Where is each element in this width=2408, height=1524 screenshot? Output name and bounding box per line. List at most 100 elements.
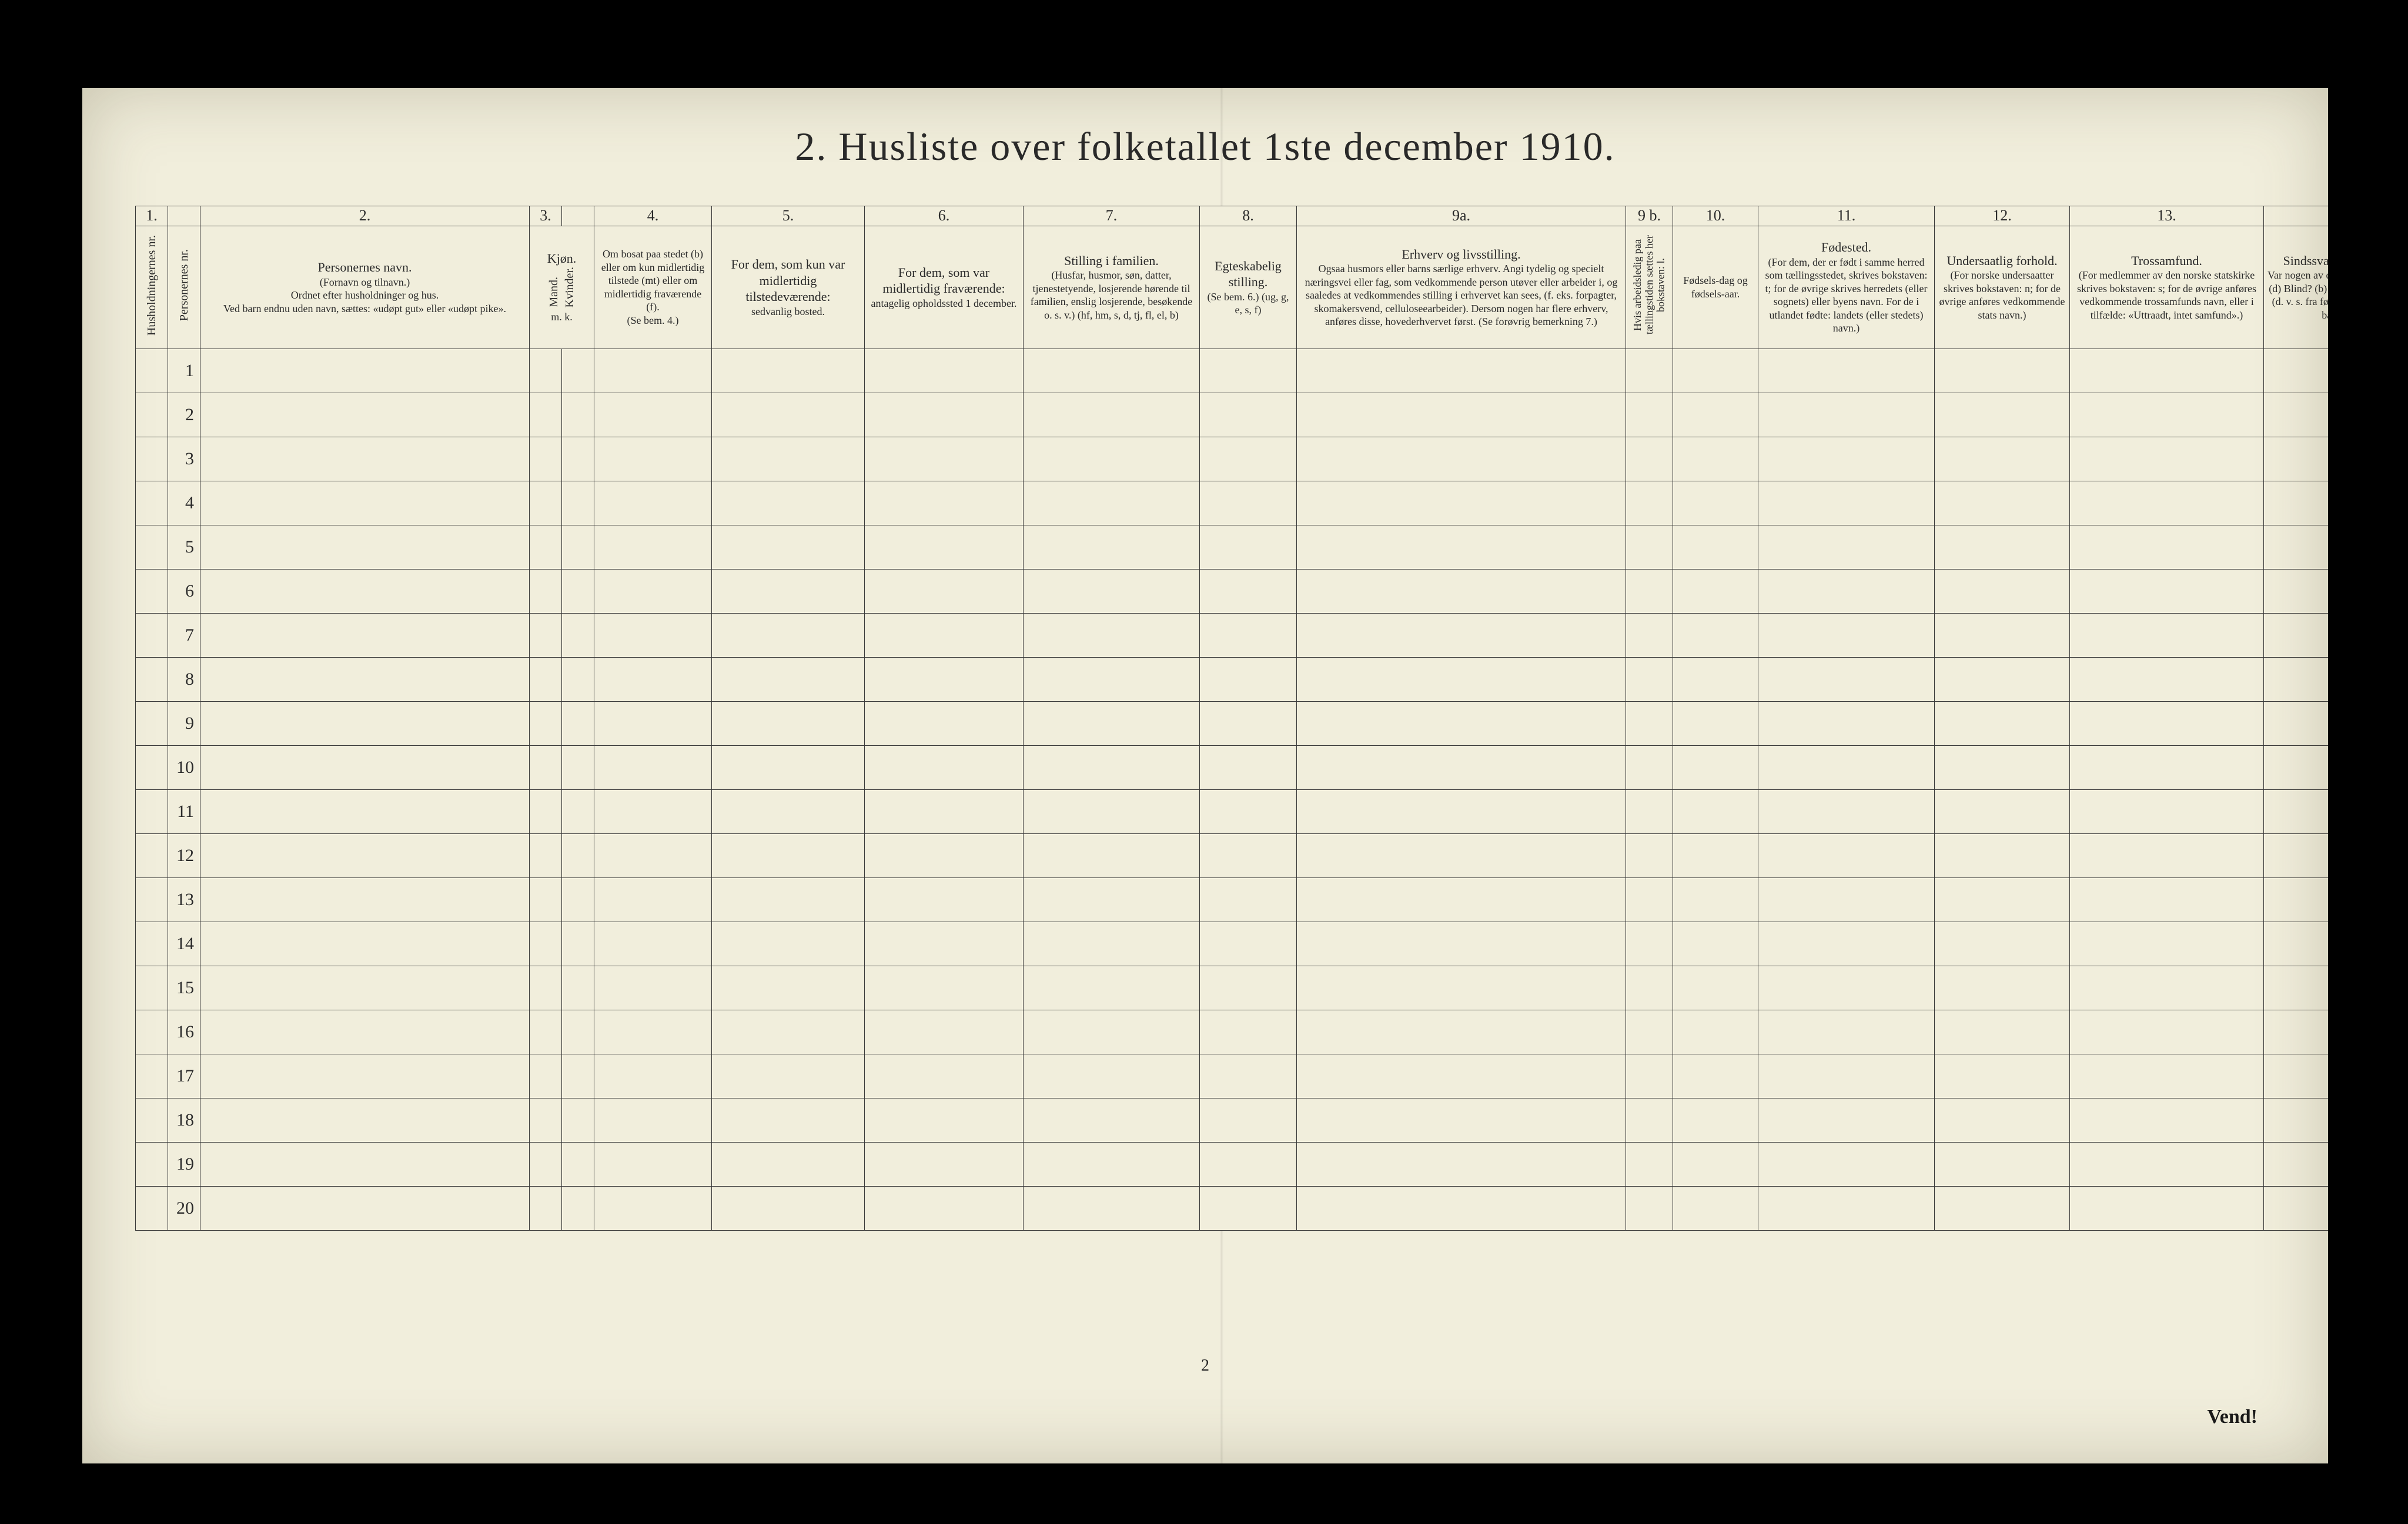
- table-cell: [1297, 701, 1626, 745]
- table-cell: [712, 1054, 865, 1098]
- table-cell: [865, 1054, 1024, 1098]
- table-cell: [1024, 789, 1200, 833]
- table-cell: [865, 922, 1024, 966]
- table-cell: [530, 481, 562, 525]
- table-cell: [1935, 525, 2070, 569]
- table-cell: [1024, 1142, 1200, 1186]
- table-cell: [1935, 701, 2070, 745]
- table-cell: [1758, 1054, 1935, 1098]
- table-cell: [1024, 657, 1200, 701]
- table-cell: [200, 745, 530, 789]
- table-cell: [1758, 481, 1935, 525]
- table-cell: [136, 833, 168, 877]
- table-row: 5: [136, 525, 2329, 569]
- table-row: 6: [136, 569, 2329, 613]
- header-fodested: Fødested. (For dem, der er født i samme …: [1758, 226, 1935, 349]
- row-number-cell: 4: [168, 481, 200, 525]
- table-cell: [2070, 1098, 2264, 1142]
- table-cell: [1024, 922, 1200, 966]
- table-cell: [1758, 701, 1935, 745]
- table-cell: [1935, 1186, 2070, 1230]
- table-cell: [1626, 393, 1673, 437]
- table-cell: [1673, 1054, 1758, 1098]
- table-cell: [712, 569, 865, 613]
- row-number-cell: 11: [168, 789, 200, 833]
- table-cell: [1297, 1098, 1626, 1142]
- column-number-cell: 3.: [530, 206, 562, 226]
- table-cell: [1200, 966, 1297, 1010]
- table-cell: [1935, 922, 2070, 966]
- table-cell: [1935, 393, 2070, 437]
- table-cell: [1297, 833, 1626, 877]
- table-row: 13: [136, 877, 2329, 922]
- table-cell: [2070, 481, 2264, 525]
- table-cell: [2264, 481, 2329, 525]
- table-cell: [136, 922, 168, 966]
- table-cell: [712, 393, 865, 437]
- table-row: 7: [136, 613, 2329, 657]
- table-cell: [594, 569, 712, 613]
- table-cell: [1935, 745, 2070, 789]
- table-cell: [865, 789, 1024, 833]
- column-number-cell: 5.: [712, 206, 865, 226]
- table-cell: [1758, 569, 1935, 613]
- table-cell: [1758, 922, 1935, 966]
- table-cell: [1758, 349, 1935, 393]
- table-cell: [594, 481, 712, 525]
- table-cell: [2264, 657, 2329, 701]
- header-erhverv: Erhverv og livsstilling. Ogsaa husmors e…: [1297, 226, 1626, 349]
- table-cell: [200, 833, 530, 877]
- table-cell: [1200, 437, 1297, 481]
- table-cell: [1935, 877, 2070, 922]
- header-undersaatlig: Undersaatlig forhold. (For norske unders…: [1935, 226, 2070, 349]
- table-cell: [712, 1010, 865, 1054]
- table-cell: [200, 437, 530, 481]
- table-cell: [530, 525, 562, 569]
- table-cell: [530, 1010, 562, 1054]
- table-cell: [1935, 1142, 2070, 1186]
- page-title: 2. Husliste over folketallet 1ste decemb…: [82, 123, 2328, 170]
- table-cell: [1297, 569, 1626, 613]
- row-number-cell: 9: [168, 701, 200, 745]
- table-cell: [1024, 569, 1200, 613]
- table-cell: [1297, 613, 1626, 657]
- table-cell: [1626, 1098, 1673, 1142]
- table-cell: [1673, 833, 1758, 877]
- table-cell: [1935, 1010, 2070, 1054]
- table-cell: [1626, 481, 1673, 525]
- table-cell: [1297, 525, 1626, 569]
- table-cell: [2264, 613, 2329, 657]
- table-cell: [865, 745, 1024, 789]
- column-number-cell: [562, 206, 594, 226]
- table-cell: [1024, 966, 1200, 1010]
- table-cell: [712, 613, 865, 657]
- row-number-cell: 14: [168, 922, 200, 966]
- table-cell: [1758, 966, 1935, 1010]
- table-cell: [1673, 349, 1758, 393]
- row-number-cell: 20: [168, 1186, 200, 1230]
- table-cell: [1673, 1186, 1758, 1230]
- table-cell: [1758, 437, 1935, 481]
- table-cell: [2070, 393, 2264, 437]
- table-cell: [200, 481, 530, 525]
- table-cell: [1758, 789, 1935, 833]
- table-cell: [1297, 877, 1626, 922]
- table-cell: [1200, 1098, 1297, 1142]
- table-cell: [530, 393, 562, 437]
- table-cell: [200, 789, 530, 833]
- table-cell: [1024, 437, 1200, 481]
- table-cell: [562, 437, 594, 481]
- table-cell: [562, 569, 594, 613]
- table-cell: [1673, 1142, 1758, 1186]
- table-cell: [562, 922, 594, 966]
- table-cell: [1297, 1010, 1626, 1054]
- table-cell: [562, 966, 594, 1010]
- table-cell: [1200, 789, 1297, 833]
- table-cell: [2070, 525, 2264, 569]
- table-cell: [1200, 745, 1297, 789]
- table-cell: [1297, 437, 1626, 481]
- table-cell: [562, 789, 594, 833]
- table-cell: [1673, 789, 1758, 833]
- table-cell: [1626, 613, 1673, 657]
- table-cell: [865, 1142, 1024, 1186]
